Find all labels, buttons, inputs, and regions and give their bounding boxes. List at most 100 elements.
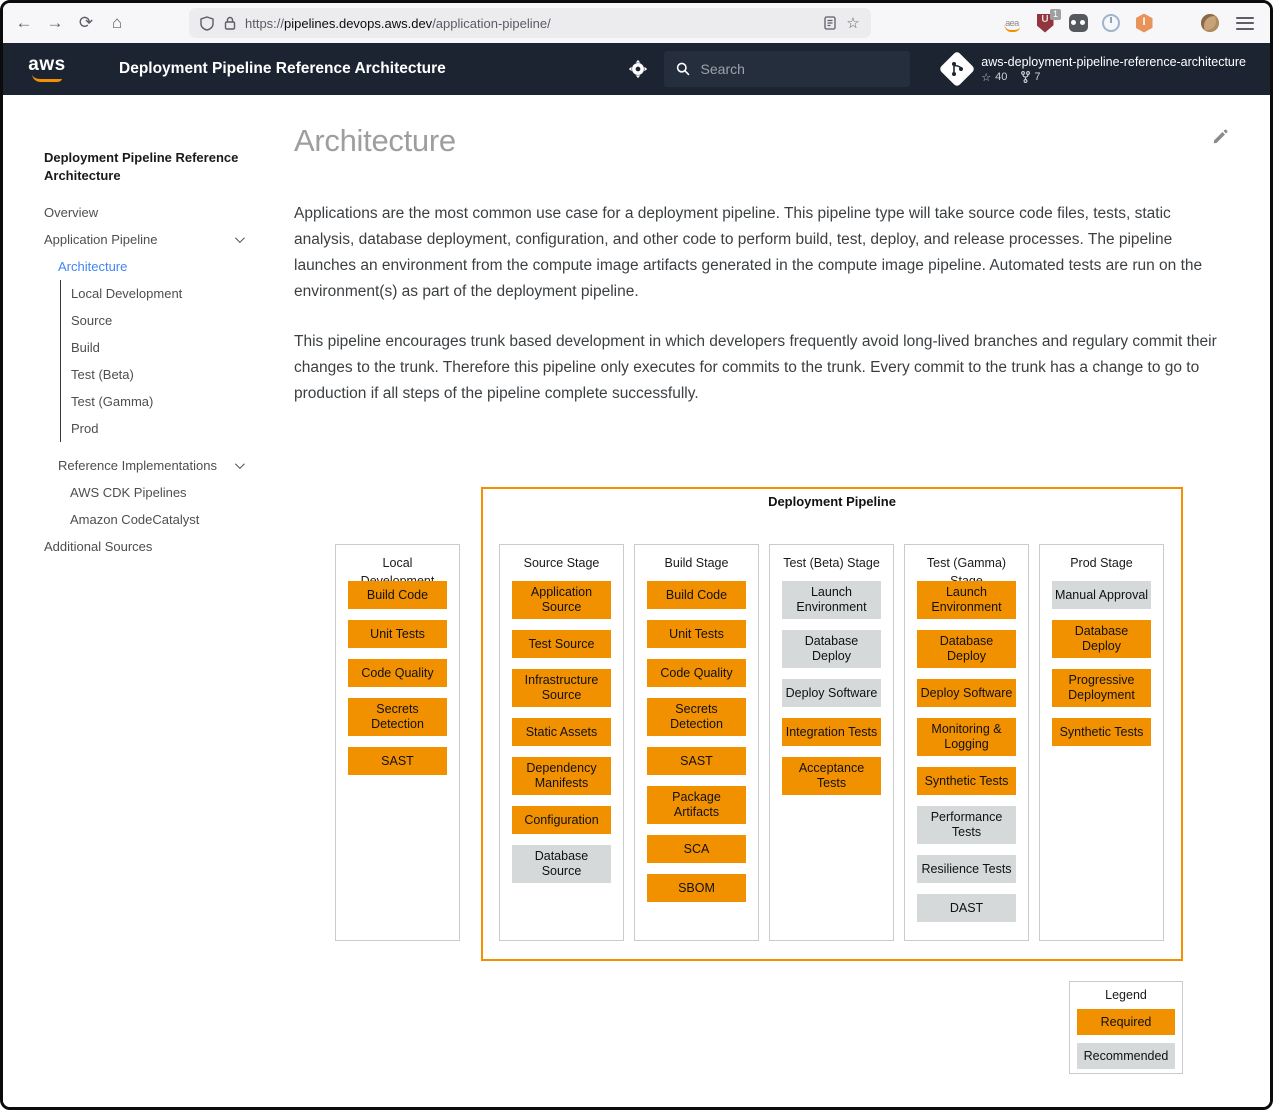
tracking-shield-icon[interactable] xyxy=(199,15,215,31)
sidebar-item-application-pipeline[interactable]: Application Pipeline xyxy=(44,226,266,253)
intro-paragraph: Applications are the most common use cas… xyxy=(294,205,1203,300)
diagram-block-configuration: Configuration xyxy=(512,806,611,834)
diagram-block-synthetic-tests: Synthetic Tests xyxy=(1052,718,1151,746)
stage-column-source-stage: Source Stage Application Source Test Sourc… xyxy=(499,544,624,941)
star-count: 40 xyxy=(995,71,1008,83)
ublock-badge: 1 xyxy=(1049,9,1061,20)
stage-title: Source Stage xyxy=(523,556,600,570)
dark-extension-icon[interactable] xyxy=(1068,13,1088,33)
search-input[interactable] xyxy=(700,61,899,77)
diagram-block-dependency-manifests: Dependency Manifests xyxy=(512,757,611,795)
privacy-clock-extension-icon[interactable] xyxy=(1101,13,1121,33)
git-icon xyxy=(938,50,976,88)
hamburger-menu-icon[interactable] xyxy=(1236,16,1254,30)
aws-logo[interactable]: aws xyxy=(25,55,69,82)
diagram-block-sast: SAST xyxy=(647,747,746,775)
ublock-extension-icon[interactable]: 1 xyxy=(1035,9,1061,33)
diagram-block-test-source: Test Source xyxy=(512,630,611,658)
amazon-extension-icon[interactable]: aea xyxy=(1002,13,1022,33)
lock-icon[interactable] xyxy=(222,15,238,31)
diagram-block-synthetic-tests: Synthetic Tests xyxy=(917,767,1016,795)
sidebar-item-amazon-codecatalyst[interactable]: Amazon CodeCatalyst xyxy=(70,512,200,527)
stage-title: Build Stage xyxy=(664,556,729,570)
sidebar-title: Deployment Pipeline Reference Architectu… xyxy=(44,150,239,183)
sidebar-item-test-gamma[interactable]: Test (Gamma) xyxy=(60,388,266,415)
diagram-block-unit-tests: Unit Tests xyxy=(647,620,746,648)
extension-icons: aea 1 xyxy=(1002,9,1220,33)
diagram-block-unit-tests: Unit Tests xyxy=(348,620,447,648)
address-bar[interactable]: https://pipelines.devops.aws.dev/applica… xyxy=(189,8,871,38)
diagram-block-build-code: Build Code xyxy=(348,581,447,609)
diagram-block-dast: DAST xyxy=(917,894,1016,922)
diagram-block-code-quality: Code Quality xyxy=(348,659,447,687)
diagram-block-manual-approval: Manual Approval xyxy=(1052,581,1151,609)
hex-extension-icon[interactable] xyxy=(1134,13,1154,33)
legend: Legend Required Recommended xyxy=(1069,981,1183,1074)
diagram-block-application-source: Application Source xyxy=(512,581,611,619)
site-header: aws Deployment Pipeline Reference Archit… xyxy=(3,43,1270,95)
page-title: Architecture xyxy=(294,123,456,158)
stage-title: Test (Beta) Stage xyxy=(783,556,880,570)
sidebar-item-overview[interactable]: Overview xyxy=(44,205,99,220)
site-title: Deployment Pipeline Reference Architectu… xyxy=(119,60,446,77)
legend-required: Required xyxy=(1077,1009,1175,1035)
back-icon[interactable]: ← xyxy=(15,13,33,32)
edit-icon[interactable] xyxy=(1212,129,1228,145)
reader-mode-icon[interactable] xyxy=(822,15,838,31)
browser-toolbar: ← → ⟳ ⌂ https://pipelines.devops.aws.dev… xyxy=(3,3,1270,43)
diagram-block-static-assets: Static Assets xyxy=(512,718,611,746)
refresh-icon[interactable]: ⟳ xyxy=(78,13,94,32)
stage-column-prod-stage: Prod Stage Manual Approval Database Deploy… xyxy=(1039,544,1164,941)
diagram-block-progressive-deployment: Progressive Deployment xyxy=(1052,669,1151,707)
home-icon[interactable]: ⌂ xyxy=(111,13,123,32)
sidebar-item-additional-sources[interactable]: Additional Sources xyxy=(44,539,153,554)
stage-title: Local Development xyxy=(361,556,435,588)
diagram-block-database-deploy: Database Deploy xyxy=(782,630,881,668)
fork-icon xyxy=(1021,71,1031,83)
ublock-shield-icon xyxy=(1036,13,1054,33)
sidebar-item-aws-cdk-pipelines[interactable]: AWS CDK Pipelines xyxy=(70,485,187,500)
search-icon xyxy=(677,62,690,76)
sidebar-item-architecture[interactable]: Architecture xyxy=(58,259,128,274)
sidebar-item-local-development[interactable]: Local Development xyxy=(60,280,266,307)
repo-link[interactable]: aws-deployment-pipeline-reference-archit… xyxy=(938,50,1246,88)
sidebar-item-prod[interactable]: Prod xyxy=(60,415,266,442)
forward-icon[interactable]: → xyxy=(46,13,64,32)
diagram-block-sast: SAST xyxy=(348,747,447,775)
sidebar-item-build[interactable]: Build xyxy=(60,334,266,361)
diagram-block-sca: SCA xyxy=(647,835,746,863)
diagram-block-secrets-detection: Secrets Detection xyxy=(647,698,746,736)
diagram-block-performance-tests: Performance Tests xyxy=(917,806,1016,844)
diagram-block-infrastructure-source: Infrastructure Source xyxy=(512,669,611,707)
diagram-block-database-source: Database Source xyxy=(512,845,611,883)
diagram-block-code-quality: Code Quality xyxy=(647,659,746,687)
cookie-icon[interactable] xyxy=(1200,13,1220,33)
diagram-block-secrets-detection: Secrets Detection xyxy=(348,698,447,736)
stage-title: Test (Gamma) Stage xyxy=(926,556,1007,588)
chevron-down-icon xyxy=(234,233,245,244)
bookmark-star-icon[interactable]: ☆ xyxy=(846,15,860,32)
diagram-block-integration-tests: Integration Tests xyxy=(782,718,881,746)
sidebar-item-test-beta[interactable]: Test (Beta) xyxy=(60,361,266,388)
diagram-block-deploy-software: Deploy Software xyxy=(917,679,1016,707)
search-box[interactable] xyxy=(664,51,911,87)
sidebar-nav: Deployment Pipeline Reference Architectu… xyxy=(3,95,283,1107)
diagram-block-package-artifacts: Package Artifacts xyxy=(647,786,746,824)
extensions-grid-icon[interactable] xyxy=(1167,13,1187,33)
stage-column-build-stage: Build Stage Build Code Unit Tests Code Qual… xyxy=(634,544,759,941)
theme-toggle-icon[interactable] xyxy=(626,57,650,81)
stage-column-local-development: Local DevelopmentBuild Code Unit Tests Cod… xyxy=(335,544,460,941)
deployment-pipeline-box: Deployment Pipeline xyxy=(481,487,1183,961)
aws-smile-icon xyxy=(32,74,62,82)
url-text[interactable]: https://pipelines.devops.aws.dev/applica… xyxy=(245,15,551,31)
main-content: Architecture Applications are the most c… xyxy=(283,95,1270,1107)
diagram-block-database-deploy: Database Deploy xyxy=(1052,620,1151,658)
diagram-block-sbom: SBOM xyxy=(647,874,746,902)
diagram-block-build-code: Build Code xyxy=(647,581,746,609)
star-icon: ☆ xyxy=(981,71,992,84)
fork-count: 7 xyxy=(1034,71,1041,83)
sidebar-item-source[interactable]: Source xyxy=(60,307,266,334)
diagram-block-launch-environment: Launch Environment xyxy=(917,581,1016,619)
sidebar-item-reference-implementations[interactable]: Reference Implementations xyxy=(44,452,266,479)
diagram-block-deploy-software: Deploy Software xyxy=(782,679,881,707)
